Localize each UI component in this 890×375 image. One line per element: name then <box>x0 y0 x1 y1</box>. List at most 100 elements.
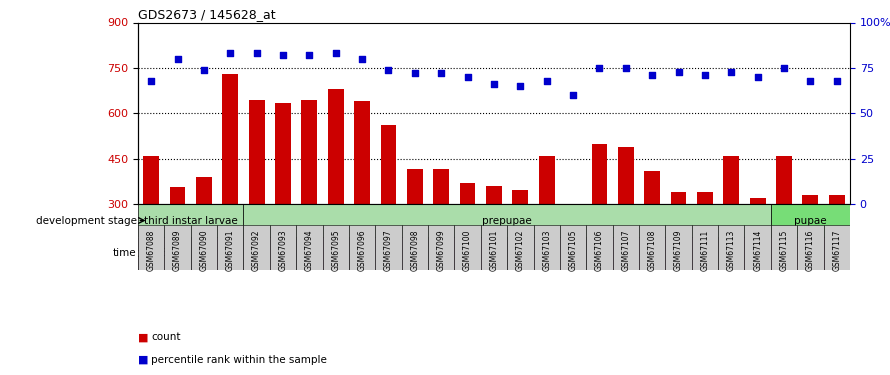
Bar <box>407 169 423 204</box>
Bar <box>612 225 639 270</box>
Text: 10 h: 10 h <box>641 249 664 258</box>
Bar <box>513 190 529 204</box>
Point <box>724 69 739 75</box>
Bar <box>507 237 587 270</box>
Bar <box>565 204 581 206</box>
Text: GSM67108: GSM67108 <box>648 230 657 271</box>
Text: -4 h: -4 h <box>207 249 227 258</box>
Bar <box>217 225 244 270</box>
Text: prepupae: prepupae <box>482 216 532 225</box>
Text: development stage: development stage <box>36 216 137 225</box>
Bar <box>296 237 349 270</box>
Bar <box>138 204 244 237</box>
Bar <box>270 225 296 270</box>
Point <box>197 67 211 73</box>
Bar <box>433 169 449 204</box>
Point <box>804 78 818 84</box>
Bar <box>744 225 771 270</box>
Point <box>276 52 290 58</box>
Bar <box>349 225 376 270</box>
Text: GSM67101: GSM67101 <box>490 230 498 271</box>
Bar <box>302 100 317 204</box>
Bar <box>644 171 660 204</box>
Point <box>829 78 844 84</box>
Point <box>514 83 528 89</box>
Text: GSM67095: GSM67095 <box>331 230 340 271</box>
Text: 8 h: 8 h <box>538 249 555 258</box>
Point <box>408 70 422 76</box>
Bar <box>803 195 818 204</box>
Text: GSM67116: GSM67116 <box>805 230 815 271</box>
Point <box>381 67 395 73</box>
Bar <box>401 225 428 270</box>
Point <box>487 81 501 87</box>
Bar <box>455 225 481 270</box>
Bar <box>718 225 744 270</box>
Point <box>645 72 659 78</box>
Bar <box>618 147 634 204</box>
Bar <box>322 225 349 270</box>
Text: GSM67090: GSM67090 <box>199 230 208 271</box>
Point <box>328 50 343 56</box>
Point <box>434 70 449 76</box>
Bar <box>190 225 217 270</box>
Text: GSM67105: GSM67105 <box>569 230 578 271</box>
Text: GSM67091: GSM67091 <box>226 230 235 271</box>
Bar <box>771 225 797 270</box>
Bar <box>428 237 507 270</box>
Bar <box>349 237 428 270</box>
Bar <box>697 192 713 204</box>
Bar <box>296 225 322 270</box>
Text: GSM67096: GSM67096 <box>358 230 367 271</box>
Bar <box>244 225 270 270</box>
Text: GSM67089: GSM67089 <box>173 230 182 271</box>
Text: 4 h: 4 h <box>380 249 397 258</box>
Text: GSM67094: GSM67094 <box>305 230 314 271</box>
Text: GSM67111: GSM67111 <box>700 230 709 271</box>
Bar <box>823 225 850 270</box>
Bar <box>459 183 475 204</box>
Point <box>566 92 580 98</box>
Text: ■: ■ <box>138 355 149 365</box>
Text: GSM67099: GSM67099 <box>437 230 446 271</box>
Bar <box>248 100 264 204</box>
Text: third instar larvae: third instar larvae <box>144 216 238 225</box>
Point <box>303 52 317 58</box>
Text: ■: ■ <box>138 333 149 342</box>
Bar <box>507 225 533 270</box>
Text: GSM67102: GSM67102 <box>516 230 525 271</box>
Bar <box>829 195 845 204</box>
Text: GSM67109: GSM67109 <box>674 230 683 271</box>
Bar <box>560 225 587 270</box>
Bar <box>666 225 692 270</box>
Point <box>170 56 184 62</box>
Point <box>750 74 765 80</box>
Text: percentile rank within the sample: percentile rank within the sample <box>151 355 328 365</box>
Bar <box>587 237 718 270</box>
Point <box>539 78 554 84</box>
Bar <box>771 204 850 237</box>
Text: GSM67107: GSM67107 <box>621 230 630 271</box>
Point <box>671 69 685 75</box>
Text: GSM67088: GSM67088 <box>147 230 156 271</box>
Point <box>777 65 791 71</box>
Bar <box>749 198 765 204</box>
Bar <box>587 225 612 270</box>
Bar <box>692 225 718 270</box>
Bar <box>671 192 686 204</box>
Bar <box>718 237 850 270</box>
Point <box>355 56 369 62</box>
Bar <box>196 177 212 204</box>
Text: -18 h: -18 h <box>151 249 178 258</box>
Bar <box>481 225 507 270</box>
Text: 6 h: 6 h <box>459 249 476 258</box>
Text: GSM67097: GSM67097 <box>384 230 393 271</box>
Bar <box>328 89 344 204</box>
Bar <box>190 237 244 270</box>
Bar <box>381 125 396 204</box>
Text: GSM67098: GSM67098 <box>410 230 419 271</box>
Bar <box>138 237 190 270</box>
Text: GDS2673 / 145628_at: GDS2673 / 145628_at <box>138 8 276 21</box>
Point <box>619 65 633 71</box>
Bar <box>639 225 666 270</box>
